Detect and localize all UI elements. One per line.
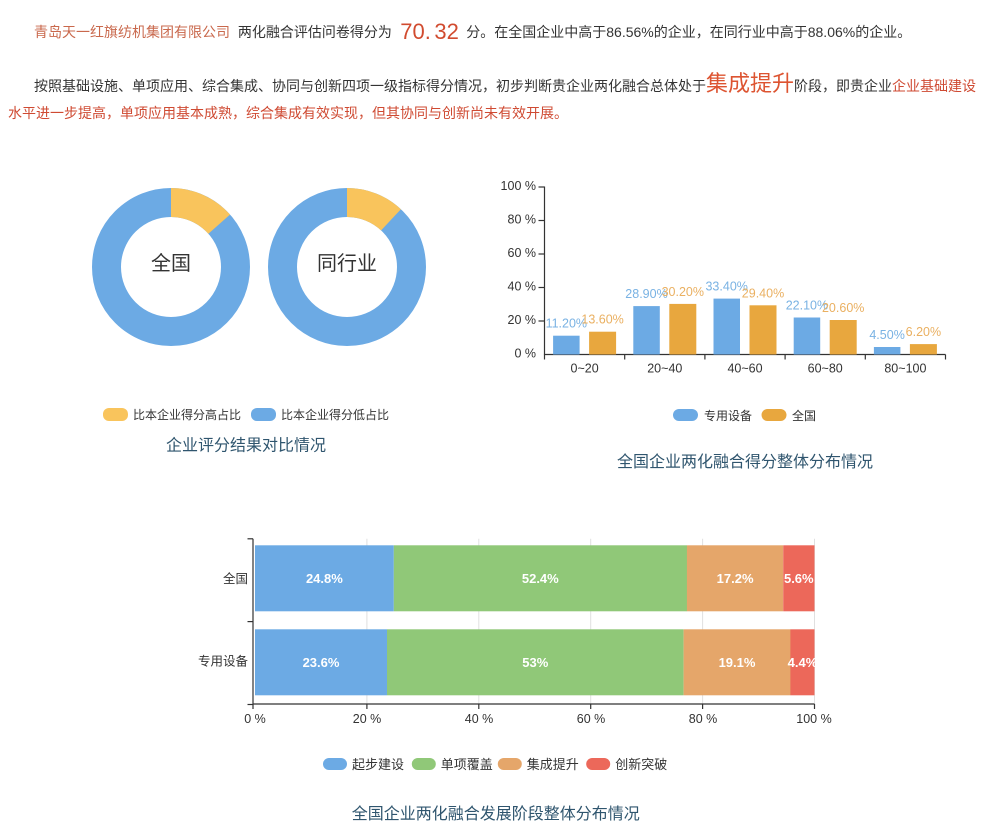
svg-text:0 %: 0 % <box>514 347 536 361</box>
svg-text:19.1%: 19.1% <box>719 655 756 670</box>
svg-text:17.2%: 17.2% <box>717 571 754 586</box>
svg-text:5.6%: 5.6% <box>784 571 814 586</box>
svg-text:100 %: 100 % <box>501 179 536 193</box>
svg-text:20 %: 20 % <box>508 313 537 327</box>
svg-text:4.4%: 4.4% <box>788 655 818 670</box>
svg-text:全国: 全国 <box>792 408 816 423</box>
svg-text:24.8%: 24.8% <box>306 571 343 586</box>
svg-text:起步建设: 起步建设 <box>352 757 404 772</box>
svg-text:全国企业两化融合发展阶段整体分布情况: 全国企业两化融合发展阶段整体分布情况 <box>352 805 640 823</box>
svg-text:同行业: 同行业 <box>317 252 377 275</box>
svg-text:集成提升: 集成提升 <box>527 757 579 772</box>
svg-text:53%: 53% <box>522 655 548 670</box>
svg-text:100 %: 100 % <box>796 712 831 726</box>
svg-text:20 %: 20 % <box>353 712 382 726</box>
svg-text:40 %: 40 % <box>508 280 537 294</box>
svg-text:30.20%: 30.20% <box>662 285 704 299</box>
svg-text:企业评分结果对比情况: 企业评分结果对比情况 <box>166 437 326 455</box>
svg-text:全国企业两化融合得分整体分布情况: 全国企业两化融合得分整体分布情况 <box>617 453 873 471</box>
svg-text:60~80: 60~80 <box>808 362 843 376</box>
svg-text:28.90%: 28.90% <box>625 287 667 301</box>
svg-text:全国: 全国 <box>223 571 248 586</box>
svg-text:23.6%: 23.6% <box>303 655 340 670</box>
svg-text:13.60%: 13.60% <box>581 313 623 327</box>
svg-text:11.20%: 11.20% <box>546 317 587 331</box>
svg-text:0 %: 0 % <box>244 712 266 726</box>
svg-text:比本企业得分高占比: 比本企业得分高占比 <box>133 407 241 422</box>
svg-text:29.40%: 29.40% <box>742 286 784 300</box>
svg-text:33.40%: 33.40% <box>705 280 747 294</box>
svg-text:80 %: 80 % <box>689 712 718 726</box>
svg-text:全国: 全国 <box>151 252 191 275</box>
svg-text:创新突破: 创新突破 <box>615 757 667 772</box>
svg-text:6.20%: 6.20% <box>906 325 941 339</box>
svg-text:0~20: 0~20 <box>571 362 599 376</box>
svg-text:20.60%: 20.60% <box>822 301 864 315</box>
svg-text:40~60: 40~60 <box>727 362 762 376</box>
svg-text:比本企业得分低占比: 比本企业得分低占比 <box>281 407 389 422</box>
svg-text:52.4%: 52.4% <box>522 571 559 586</box>
svg-text:4.50%: 4.50% <box>869 328 904 342</box>
svg-text:单项覆盖: 单项覆盖 <box>441 757 493 772</box>
svg-text:80~100: 80~100 <box>884 362 926 376</box>
svg-text:80 %: 80 % <box>508 213 537 227</box>
svg-text:20~40: 20~40 <box>647 362 682 376</box>
svg-text:22.10%: 22.10% <box>786 299 828 313</box>
svg-text:60 %: 60 % <box>508 246 537 260</box>
svg-text:40 %: 40 % <box>465 712 494 726</box>
svg-text:60 %: 60 % <box>577 712 606 726</box>
svg-text:专用设备: 专用设备 <box>704 408 752 423</box>
svg-text:专用设备: 专用设备 <box>198 654 249 669</box>
